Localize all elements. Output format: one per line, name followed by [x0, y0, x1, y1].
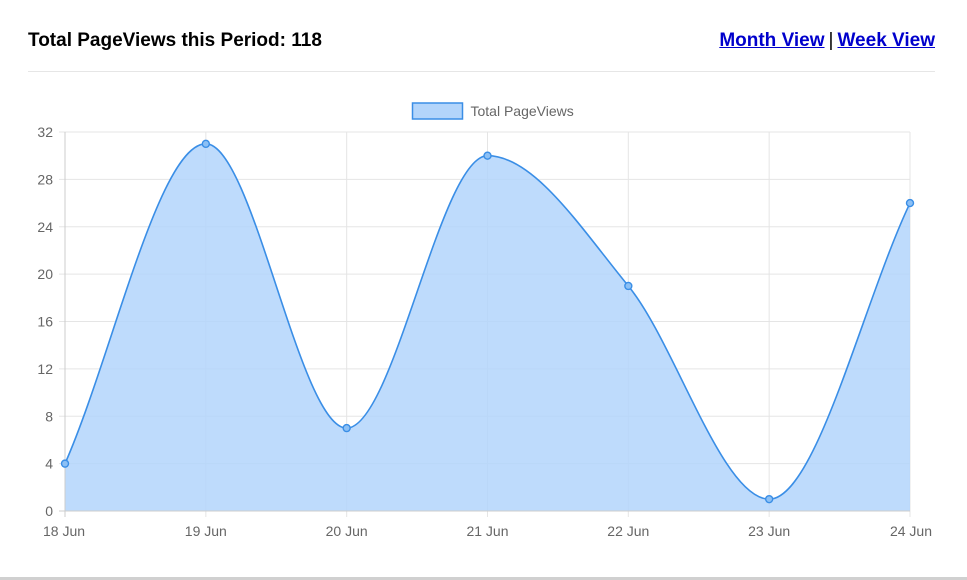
y-tick-label: 4 — [45, 456, 53, 472]
chart-header: Total PageViews this Period: 118 Month V… — [28, 28, 935, 56]
y-tick-label: 12 — [37, 361, 53, 377]
data-point — [483, 151, 492, 160]
x-tick-label: 20 Jun — [326, 523, 368, 539]
legend-swatch — [411, 102, 464, 120]
header-divider — [28, 71, 935, 72]
x-tick-label: 21 Jun — [466, 523, 508, 539]
x-tick-label: 23 Jun — [748, 523, 790, 539]
data-point — [764, 494, 774, 504]
legend-label: Total PageViews — [471, 103, 574, 119]
y-tick-label: 20 — [37, 266, 53, 282]
month-view-link[interactable]: Month View — [719, 30, 825, 51]
y-tick-label: 24 — [37, 219, 53, 235]
y-tick-label: 32 — [37, 124, 53, 140]
view-separator: | — [828, 30, 834, 51]
x-tick-label: 24 Jun — [890, 523, 932, 539]
data-point — [624, 281, 633, 291]
data-point — [60, 459, 70, 468]
bottom-border — [0, 577, 967, 580]
x-tick-label: 18 Jun — [43, 523, 85, 539]
y-tick-label: 16 — [37, 314, 53, 330]
week-view-link[interactable]: Week View — [837, 30, 935, 51]
y-tick-label: 8 — [45, 408, 53, 424]
data-point — [201, 139, 211, 149]
series-area-fill — [65, 143, 910, 511]
page-title: Total PageViews this Period: 118 — [28, 30, 322, 51]
data-point — [342, 423, 351, 433]
y-tick-label: 28 — [37, 171, 53, 187]
data-point — [905, 198, 915, 208]
x-tick-label: 22 Jun — [607, 523, 649, 539]
view-switcher: Month View | Week View — [719, 30, 935, 52]
y-tick-label: 0 — [45, 503, 53, 519]
x-tick-label: 19 Jun — [185, 523, 227, 539]
pageviews-chart: 0 4 8 12 16 20 24 28 32 18 Jun 19 Jun 20 Jun 21 Jun 2… — [37, 102, 932, 539]
